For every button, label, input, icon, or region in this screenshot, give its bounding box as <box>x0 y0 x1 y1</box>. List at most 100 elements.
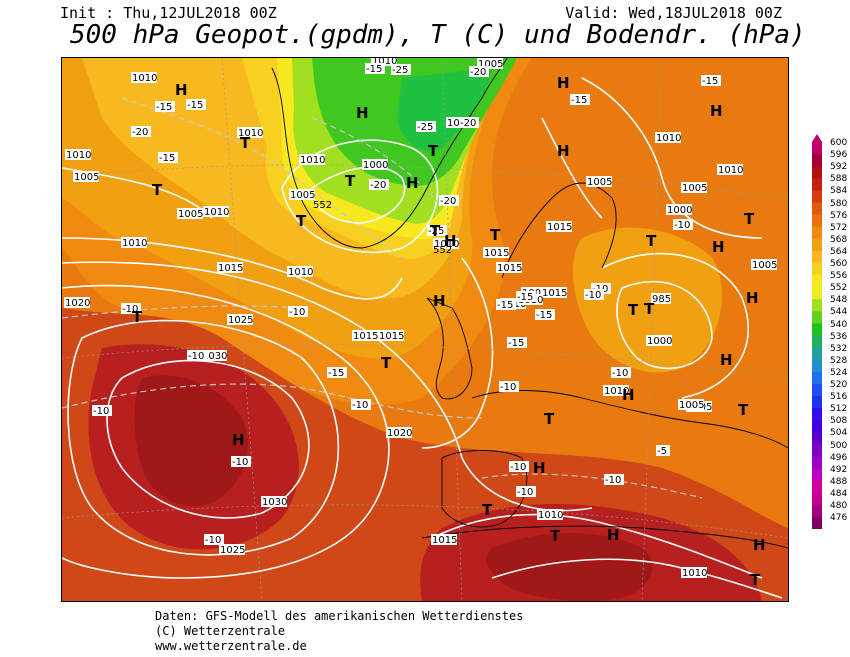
legend-label: 476 <box>830 513 848 524</box>
pressure-label-bg <box>483 247 509 258</box>
temperature-label: -10 <box>188 351 204 362</box>
legend-label: 548 <box>830 295 848 306</box>
low-pressure-marker: T <box>738 401 749 419</box>
legend-swatch <box>812 250 822 264</box>
temperature-label: -10 <box>517 487 533 498</box>
pressure-label: 1000 <box>647 336 672 347</box>
high-pressure-marker: H <box>720 351 733 369</box>
field-588-atlantic <box>134 375 248 507</box>
temperature-label-bg <box>535 309 555 320</box>
temperature-label-bg <box>469 66 489 77</box>
temperature-label: -15 <box>328 368 344 379</box>
isobar-1020 <box>62 284 390 579</box>
pressure-label-bg <box>477 58 503 69</box>
legend-swatch <box>812 335 822 349</box>
low-pressure-marker: T <box>550 527 561 545</box>
pressure-label-bg <box>651 293 671 304</box>
pressure-label: 1015 <box>379 331 404 342</box>
legend-swatch <box>812 456 822 470</box>
pressure-label: 1010 <box>238 128 263 139</box>
legend-swatch <box>812 226 822 240</box>
temperature-label: -20 <box>132 127 148 138</box>
legend-label: 576 <box>830 210 848 221</box>
temperature-label: -20 <box>440 196 456 207</box>
pressure-label-bg <box>586 176 612 187</box>
legend-color-bar <box>812 134 822 529</box>
color-legend: 600 596 592 588 584 580 576 572 568 564 560 556 552 5… <box>812 134 850 529</box>
pressure-label: 1010 <box>604 386 629 397</box>
pressure-label: 1010 <box>372 58 397 67</box>
pressure-label: 1010 <box>132 73 157 84</box>
pressure-label: 985 <box>652 294 671 305</box>
temperature-label: -10 <box>500 382 516 393</box>
legend-swatch <box>812 396 822 409</box>
height-label: 552 <box>313 200 332 211</box>
low-pressure-marker: T <box>490 226 501 244</box>
pressure-label: 1010 <box>66 150 91 161</box>
isotherm-m10-a <box>62 383 483 419</box>
legend-swatch <box>812 238 822 252</box>
legend-label: 556 <box>830 271 848 282</box>
temperature-label: -15 <box>159 153 175 164</box>
map-title: 500 hPa Geopot.(gpdm), T (C) und Bodendr… <box>70 20 806 50</box>
high-pressure-marker: H <box>406 174 419 192</box>
legend-label: 584 <box>830 186 848 197</box>
isobar-1015 <box>62 261 593 512</box>
coast-british <box>426 297 473 400</box>
legend-label: 572 <box>830 222 848 233</box>
legend-label: 492 <box>830 464 848 475</box>
temperature-label: -10 <box>510 462 526 473</box>
pressure-label-bg <box>65 149 91 160</box>
pressure-label: 1005 <box>478 59 503 70</box>
pressure-label-bg <box>121 237 147 248</box>
coast-europe <box>471 390 788 449</box>
isotherm-m20-a <box>311 117 443 209</box>
low-pressure-marker: T <box>428 142 439 160</box>
high-pressure-marker: H <box>232 431 245 449</box>
temperature-label-bg <box>416 121 436 132</box>
legend-label: 536 <box>830 331 848 342</box>
temperature-label-bg <box>459 117 479 128</box>
temperature-label: -20 <box>470 67 486 78</box>
legend-label: 484 <box>830 488 848 499</box>
low-pressure-marker: T <box>544 410 555 428</box>
legend-label: 500 <box>830 440 848 451</box>
pressure-label: 1015 <box>547 222 572 233</box>
pressure-label-bg <box>546 221 572 232</box>
temperature-label: -15 <box>156 102 172 113</box>
footer-website[interactable]: www.wetterzentrale.de <box>155 639 307 653</box>
legend-swatch <box>812 287 822 300</box>
footer-copyright: (C) Wetterzentrale <box>155 624 286 638</box>
low-pressure-marker: T <box>240 134 251 152</box>
legend-swatch <box>812 384 822 397</box>
pressure-label: 1015 <box>353 331 378 342</box>
legend-swatch <box>812 299 822 312</box>
temperature-label-bg <box>121 303 141 314</box>
temperature-label-bg <box>509 461 529 472</box>
pressure-label-bg <box>431 534 457 545</box>
temperature-label-bg <box>701 75 721 86</box>
pressure-label: 1000 <box>667 205 692 216</box>
pressure-label: 1005 <box>752 260 777 271</box>
temperature-label-bg <box>516 486 536 497</box>
temperature-label: -25 <box>417 122 433 133</box>
legend-swatch <box>812 178 822 191</box>
pressure-label-bg <box>352 330 378 341</box>
legend-swatch <box>812 517 822 529</box>
legend-label: 512 <box>830 404 848 415</box>
legend-swatch <box>812 408 822 421</box>
pressure-label: 1015 <box>484 248 509 259</box>
high-pressure-marker: H <box>622 386 635 404</box>
pressure-label-bg <box>227 314 253 325</box>
pressure-label-bg <box>678 399 704 410</box>
legend-swatch <box>812 190 822 203</box>
low-pressure-marker: T <box>644 300 655 318</box>
temperature-label-bg <box>187 350 207 361</box>
pressure-label: 1010 <box>656 133 681 144</box>
legend-label: 488 <box>830 476 848 487</box>
legend-label: 600 <box>830 138 848 148</box>
temperature-label: -20 <box>370 180 386 191</box>
legend-swatch <box>812 420 822 433</box>
pressure-label-bg <box>261 496 287 507</box>
pressure-label-bg <box>433 238 459 249</box>
